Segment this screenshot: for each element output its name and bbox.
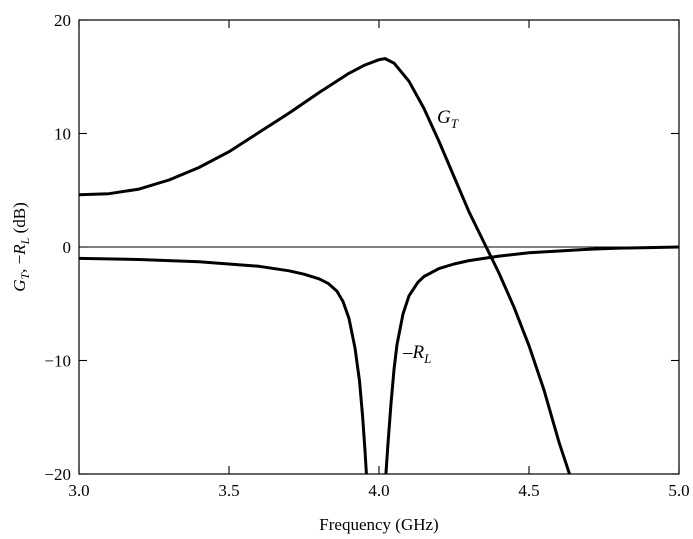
y-axis-label-r: R [10, 244, 29, 256]
y-axis-label-sep: , − [10, 255, 29, 273]
gt-annotation-sub: T [451, 116, 459, 131]
y-axis-label-g-sub: T [18, 272, 32, 280]
rl-annotation-main: –R [402, 342, 425, 363]
series-line-0 [78, 57, 571, 475]
rl-annotation: –RL [402, 342, 431, 366]
y-tick-label: 0 [63, 238, 72, 257]
tick-labels: 3.0 3.5 4.0 4.5 5.0 −20 −10 0 10 20 [44, 11, 689, 500]
gt-annotation: GT [437, 107, 459, 131]
y-tick-label: −10 [44, 352, 71, 371]
x-tick-label: 4.0 [368, 481, 389, 500]
y-axis-label-unit: (dB) [10, 202, 29, 237]
x-tick-label: 4.5 [518, 481, 539, 500]
y-tick-label: 10 [54, 125, 71, 144]
rl-annotation-sub: L [423, 351, 431, 366]
y-axis-label-g: G [10, 280, 29, 292]
gt-annotation-main: G [437, 107, 451, 128]
y-tick-label: −20 [44, 465, 71, 484]
series-line-2 [384, 245, 680, 475]
x-tick-label: 3.5 [218, 481, 239, 500]
x-tick-label: 5.0 [668, 481, 689, 500]
series-line-1 [78, 256, 368, 475]
x-axis-label: Frequency (GHz) [319, 515, 438, 534]
y-tick-label: 20 [54, 11, 71, 30]
x-tick-label: 3.0 [68, 481, 89, 500]
y-axis-label-r-sub: L [18, 237, 32, 245]
y-axis-label: GT, −RL (dB) [10, 202, 32, 292]
curves [78, 57, 680, 475]
